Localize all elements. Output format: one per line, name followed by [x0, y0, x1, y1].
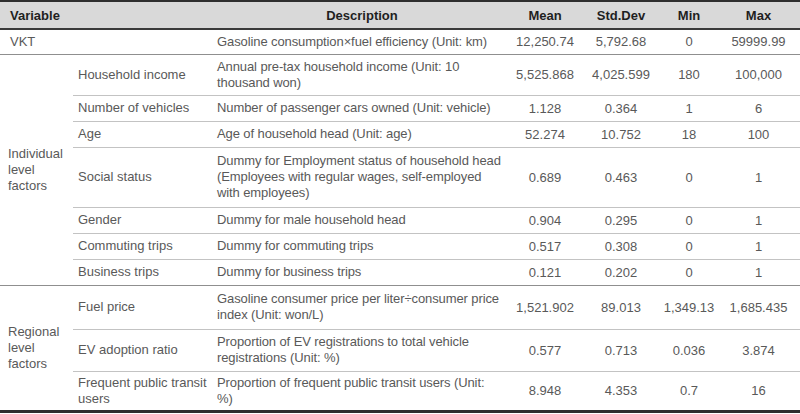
- stddev-cell: 4.353: [581, 371, 661, 411]
- descriptive-statistics-table: Variable Description Mean Std.Dev Min Ma…: [0, 0, 800, 413]
- table-row-number-of-vehicles: Number of vehicles Number of passenger c…: [0, 95, 800, 121]
- mean-cell: 0.121: [509, 259, 581, 285]
- mean-cell: 1.128: [509, 95, 581, 121]
- header-row: Variable Description Mean Std.Dev Min Ma…: [0, 1, 800, 29]
- mean-cell: 0.904: [509, 207, 581, 233]
- header-max: Max: [717, 1, 800, 29]
- description-cell: Gasoline consumption×fuel efficiency (Un…: [215, 29, 509, 54]
- header-mean: Mean: [509, 1, 581, 29]
- mean-cell: 5,525.868: [509, 54, 581, 95]
- mean-cell: 12,250.74: [509, 29, 581, 54]
- description-cell: Dummy for male household head: [215, 207, 509, 233]
- header-min: Min: [661, 1, 717, 29]
- stddev-cell: 0.463: [581, 147, 661, 207]
- variable-cell: VKT: [0, 29, 215, 54]
- table-row-social-status: Social status Dummy for Employment statu…: [0, 147, 800, 207]
- min-cell: 0.7: [661, 371, 717, 411]
- stddev-cell: 0.202: [581, 259, 661, 285]
- max-cell: 1,685.435: [717, 285, 800, 329]
- min-cell: 0: [661, 233, 717, 259]
- table-row-vkt: VKT Gasoline consumption×fuel efficiency…: [0, 29, 800, 54]
- description-cell: Dummy for business trips: [215, 259, 509, 285]
- min-cell: 1,349.13: [661, 285, 717, 329]
- mean-cell: 0.577: [509, 329, 581, 371]
- mean-cell: 52.274: [509, 121, 581, 147]
- max-cell: 59999.99: [717, 29, 800, 54]
- table-row-ev-adoption-ratio: EV adoption ratio Proportion of EV regis…: [0, 329, 800, 371]
- max-cell: 6: [717, 95, 800, 121]
- variable-cell: Business trips: [73, 259, 215, 285]
- description-cell: Gasoline consumer price per liter÷consum…: [215, 285, 509, 329]
- table-row-gender: Gender Dummy for male household head 0.9…: [0, 207, 800, 233]
- variable-cell: Age: [73, 121, 215, 147]
- variable-cell: Number of vehicles: [73, 95, 215, 121]
- variable-cell: Commuting trips: [73, 233, 215, 259]
- description-cell: Dummy for commuting trips: [215, 233, 509, 259]
- description-cell: Age of household head (Unit: age): [215, 121, 509, 147]
- description-cell: Annual pre-tax household income (Unit: 1…: [215, 54, 509, 95]
- table-row-household-income: Individual level factors Household incom…: [0, 54, 800, 95]
- description-cell: Proportion of EV registrations to total …: [215, 329, 509, 371]
- header-stddev: Std.Dev: [581, 1, 661, 29]
- max-cell: 100: [717, 121, 800, 147]
- min-cell: 18: [661, 121, 717, 147]
- description-cell: Proportion of frequent public transit us…: [215, 371, 509, 411]
- max-cell: 1: [717, 147, 800, 207]
- min-cell: 0: [661, 207, 717, 233]
- stddev-cell: 5,792.68: [581, 29, 661, 54]
- mean-cell: 0.689: [509, 147, 581, 207]
- stddev-cell: 0.308: [581, 233, 661, 259]
- table-row-age: Age Age of household head (Unit: age) 52…: [0, 121, 800, 147]
- variable-cell: Social status: [73, 147, 215, 207]
- min-cell: 0.036: [661, 329, 717, 371]
- variable-cell: Gender: [73, 207, 215, 233]
- variable-cell: Household income: [73, 54, 215, 95]
- stddev-cell: 4,025.599: [581, 54, 661, 95]
- mean-cell: 1,521.902: [509, 285, 581, 329]
- max-cell: 1: [717, 233, 800, 259]
- header-description: Description: [215, 1, 509, 29]
- min-cell: 0: [661, 259, 717, 285]
- table-row-business-trips: Business trips Dummy for business trips …: [0, 259, 800, 285]
- max-cell: 3.874: [717, 329, 800, 371]
- max-cell: 100,000: [717, 54, 800, 95]
- mean-cell: 0.517: [509, 233, 581, 259]
- variable-cell: Fuel price: [73, 285, 215, 329]
- stddev-cell: 0.295: [581, 207, 661, 233]
- group-label-individual: Individual level factors: [0, 54, 73, 285]
- variable-cell: Frequent public transit users: [73, 371, 215, 411]
- stddev-cell: 10.752: [581, 121, 661, 147]
- max-cell: 16: [717, 371, 800, 411]
- variable-cell: EV adoption ratio: [73, 329, 215, 371]
- group-label-regional: Regional level factors: [0, 285, 73, 411]
- mean-cell: 8.948: [509, 371, 581, 411]
- max-cell: 1: [717, 259, 800, 285]
- stddev-cell: 89.013: [581, 285, 661, 329]
- header-variable: Variable: [0, 1, 215, 29]
- min-cell: 1: [661, 95, 717, 121]
- description-cell: Dummy for Employment status of household…: [215, 147, 509, 207]
- stddev-cell: 0.713: [581, 329, 661, 371]
- min-cell: 180: [661, 54, 717, 95]
- table-row-frequent-public-transit-users: Frequent public transit users Proportion…: [0, 371, 800, 411]
- min-cell: 0: [661, 147, 717, 207]
- table-row-fuel-price: Regional level factors Fuel price Gasoli…: [0, 285, 800, 329]
- page: Variable Description Mean Std.Dev Min Ma…: [0, 0, 800, 414]
- table-row-commuting-trips: Commuting trips Dummy for commuting trip…: [0, 233, 800, 259]
- stddev-cell: 0.364: [581, 95, 661, 121]
- min-cell: 0: [661, 29, 717, 54]
- description-cell: Number of passenger cars owned (Unit: ve…: [215, 95, 509, 121]
- max-cell: 1: [717, 207, 800, 233]
